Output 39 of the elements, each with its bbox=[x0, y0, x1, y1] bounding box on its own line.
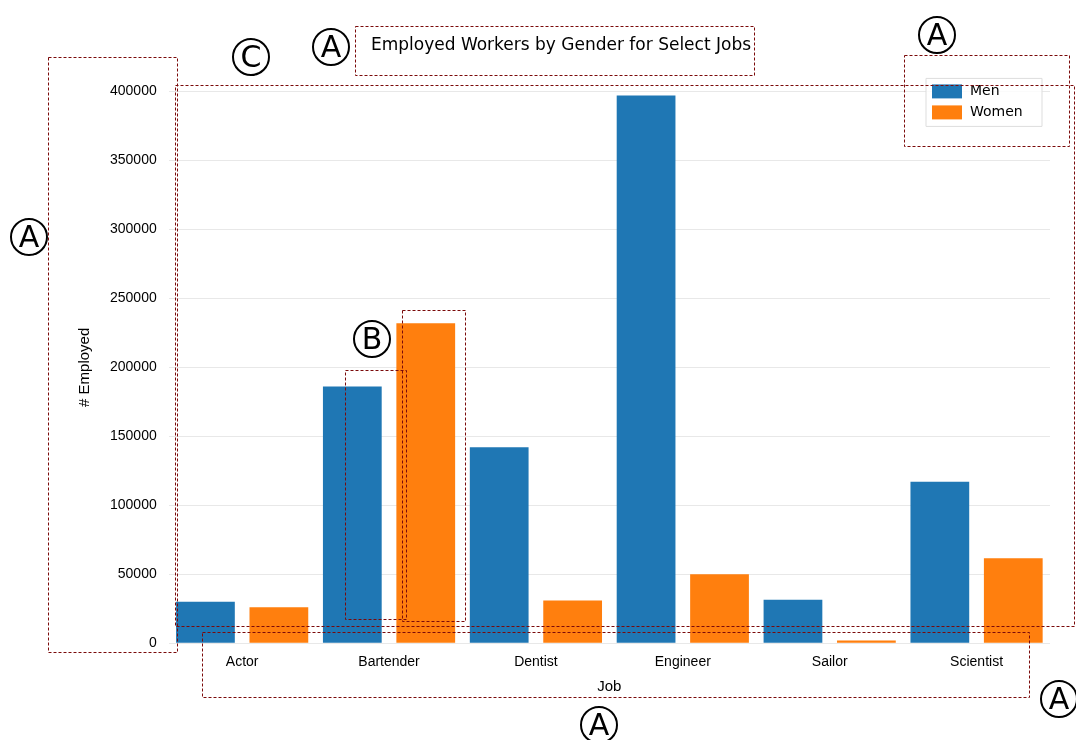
annotation: B bbox=[353, 320, 391, 358]
y-tick-label: 250000 bbox=[110, 289, 157, 306]
x-tick-label: Sailor bbox=[811, 653, 848, 670]
y-tick-label: 300000 bbox=[110, 220, 157, 237]
x-tick-label: Dentist bbox=[514, 653, 558, 670]
y-tick-label: 50000 bbox=[117, 565, 157, 582]
y-axis-title: # Employed bbox=[75, 327, 93, 407]
text: A bbox=[580, 706, 618, 740]
y-tick-label: 200000 bbox=[110, 358, 157, 375]
y-tick-label: 100000 bbox=[110, 496, 157, 513]
bar bbox=[983, 558, 1043, 643]
x-tick-label: Engineer bbox=[654, 653, 712, 670]
bar bbox=[322, 386, 382, 643]
bar bbox=[690, 574, 749, 643]
bar bbox=[543, 600, 603, 643]
x-tick-label: Actor bbox=[225, 653, 259, 670]
y-tick-label: 350000 bbox=[110, 151, 157, 168]
bar bbox=[910, 481, 970, 643]
bar bbox=[249, 607, 309, 643]
x-tick-label: Bartender bbox=[358, 653, 421, 670]
x-axis-title: Job bbox=[597, 677, 622, 695]
y-tick-label: 400000 bbox=[110, 82, 157, 99]
bar bbox=[396, 323, 456, 643]
bar bbox=[763, 599, 823, 643]
bar bbox=[469, 447, 529, 643]
chart-title: Employed Workers by Gender for Select Jobs bbox=[370, 33, 752, 54]
bar bbox=[837, 640, 896, 643]
text: A bbox=[918, 16, 956, 54]
y-tick-label: 0 bbox=[148, 634, 157, 651]
legend-label: Men bbox=[970, 82, 1000, 99]
bar bbox=[616, 95, 676, 643]
text: A bbox=[10, 218, 48, 256]
text: C bbox=[232, 38, 270, 76]
bar bbox=[176, 601, 235, 643]
x-tick-label: Scientist bbox=[950, 653, 1004, 670]
y-tick-label: 150000 bbox=[110, 427, 157, 444]
legend-label: Women bbox=[970, 103, 1023, 120]
text: A bbox=[312, 28, 350, 66]
text: A bbox=[1040, 680, 1076, 718]
